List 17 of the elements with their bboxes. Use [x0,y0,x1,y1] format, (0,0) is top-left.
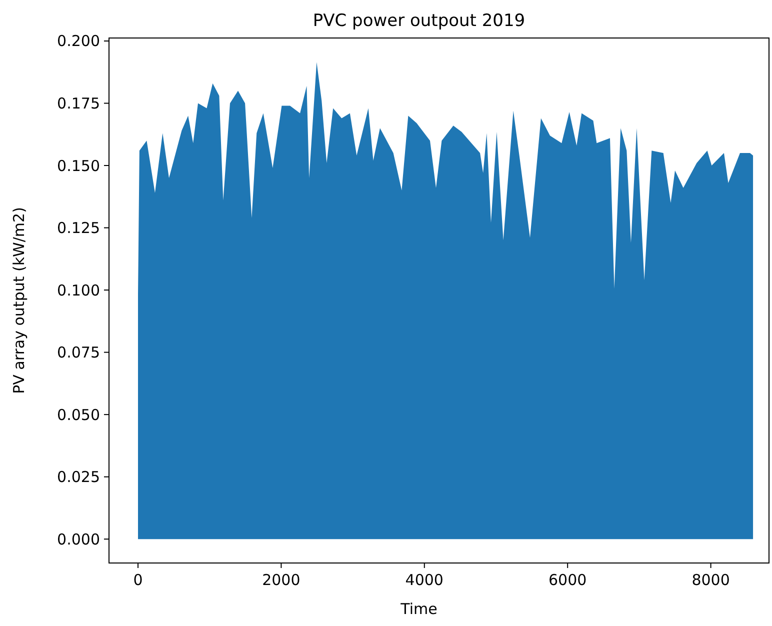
y-tick-label: 0.200 [57,32,100,50]
y-tick-label: 0.075 [57,344,100,362]
y-tick-label: 0.050 [57,406,100,424]
y-axis-title: PV array output (kW/m2) [10,207,28,394]
y-tick-label: 0.150 [57,156,100,175]
x-tick-label: 4000 [405,571,444,589]
x-tick-label: 6000 [548,571,587,589]
x-tick-label: 8000 [692,571,730,589]
y-tick-label: 0.000 [57,530,100,548]
y-tick-label: 0.025 [57,468,100,486]
y-tick-label: 0.125 [57,219,100,238]
x-tick-label: 2000 [262,571,300,589]
y-tick-label: 0.100 [57,281,100,300]
x-axis-title: Time [400,600,438,618]
chart-title: PVC power outpout 2019 [312,11,526,31]
x-tick-label: 0 [133,571,143,589]
y-tick-label: 0.175 [57,94,100,112]
